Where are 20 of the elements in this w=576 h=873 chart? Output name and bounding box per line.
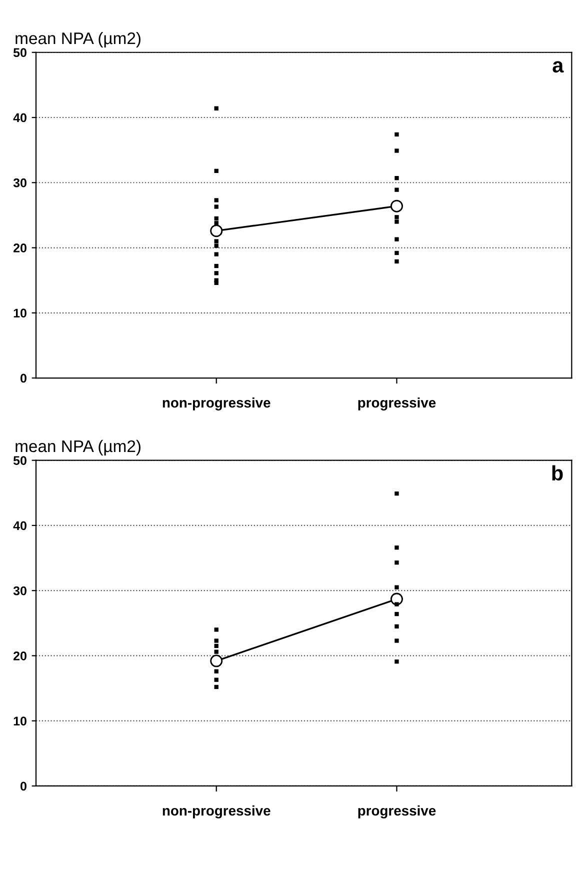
y-tick-label: 20	[14, 244, 26, 252]
x-tick-label: non-progressive	[162, 805, 270, 818]
y-tick-label: 10	[14, 716, 26, 726]
y-tick-label: 30	[13, 178, 26, 188]
y-axis-title: mean NPA (µm2)	[16, 440, 140, 456]
x-tick-label: progressive	[358, 805, 436, 818]
y-axis-title: mean NPA (µm2)	[16, 32, 140, 48]
annotation: a	[552, 61, 564, 73]
y-tick-label: 30	[13, 586, 26, 596]
x-tick-label: progressive	[358, 397, 436, 410]
y-tick-label: 40	[13, 113, 26, 122]
y-tick-label: 50	[13, 456, 26, 465]
y-tick-label: 0	[20, 374, 26, 383]
y-tick-label: 50	[13, 48, 26, 58]
x-tick-label: non-progressive	[162, 397, 270, 410]
y-tick-label: 10	[14, 308, 26, 318]
y-tick-label: 0	[20, 782, 26, 791]
y-tick-label: 40	[13, 521, 26, 530]
annotation: b	[552, 465, 563, 481]
y-tick-label: 20	[14, 652, 26, 660]
